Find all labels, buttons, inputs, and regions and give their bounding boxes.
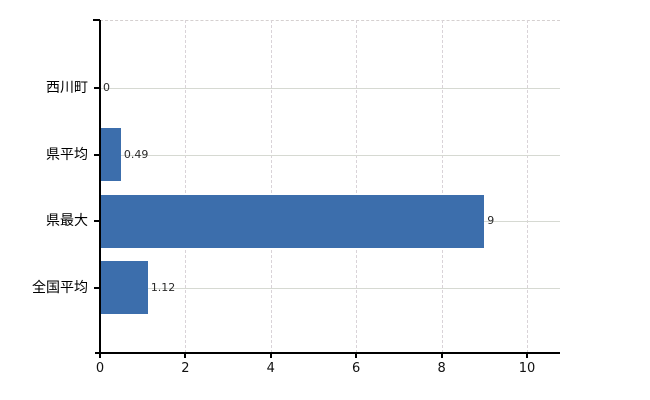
- bar-value-label: 0: [103, 81, 110, 95]
- h-gridline: [100, 287, 560, 289]
- bar-value-label: 9: [487, 214, 495, 228]
- y-tick-mark: [94, 153, 100, 156]
- y-tick-mark: [94, 87, 100, 90]
- category-label: 県最大: [46, 213, 88, 230]
- bar: [100, 194, 485, 248]
- x-tick-label: 2: [181, 361, 190, 376]
- h-gridline: [100, 88, 560, 90]
- x-tick-label: 8: [437, 361, 446, 376]
- v-gridline: [527, 20, 528, 353]
- v-gridline: [270, 20, 272, 353]
- x-axis-line: [95, 352, 560, 354]
- x-tick-mark: [184, 353, 187, 358]
- h-gridline: [100, 154, 560, 156]
- x-tick-label: 4: [266, 361, 275, 376]
- bar: [100, 261, 148, 315]
- category-label: 西川町: [46, 80, 88, 97]
- v-gridline: [185, 20, 187, 353]
- x-tick-mark: [269, 353, 272, 358]
- x-tick-label: 6: [352, 361, 361, 376]
- x-tick-label: 0: [95, 361, 105, 376]
- category-label: 県平均: [46, 146, 88, 163]
- plot-top-border: [100, 20, 560, 21]
- x-tick-label: 10: [518, 361, 536, 376]
- category-label: 全国平均: [32, 279, 88, 296]
- bar-value-label: 0.49: [123, 147, 149, 161]
- v-gridline: [441, 20, 443, 353]
- bar: [100, 128, 121, 182]
- x-tick-mark: [355, 353, 358, 358]
- y-tick-mark: [94, 286, 100, 289]
- x-tick-mark: [526, 353, 528, 358]
- y-axis-line: [99, 20, 101, 354]
- v-gridline: [356, 20, 358, 353]
- x-tick-mark: [99, 353, 101, 358]
- bar-value-label: 1.12: [150, 280, 176, 294]
- y-axis-top-tick: [93, 19, 100, 21]
- x-tick-mark: [440, 353, 443, 358]
- y-tick-mark: [94, 220, 100, 223]
